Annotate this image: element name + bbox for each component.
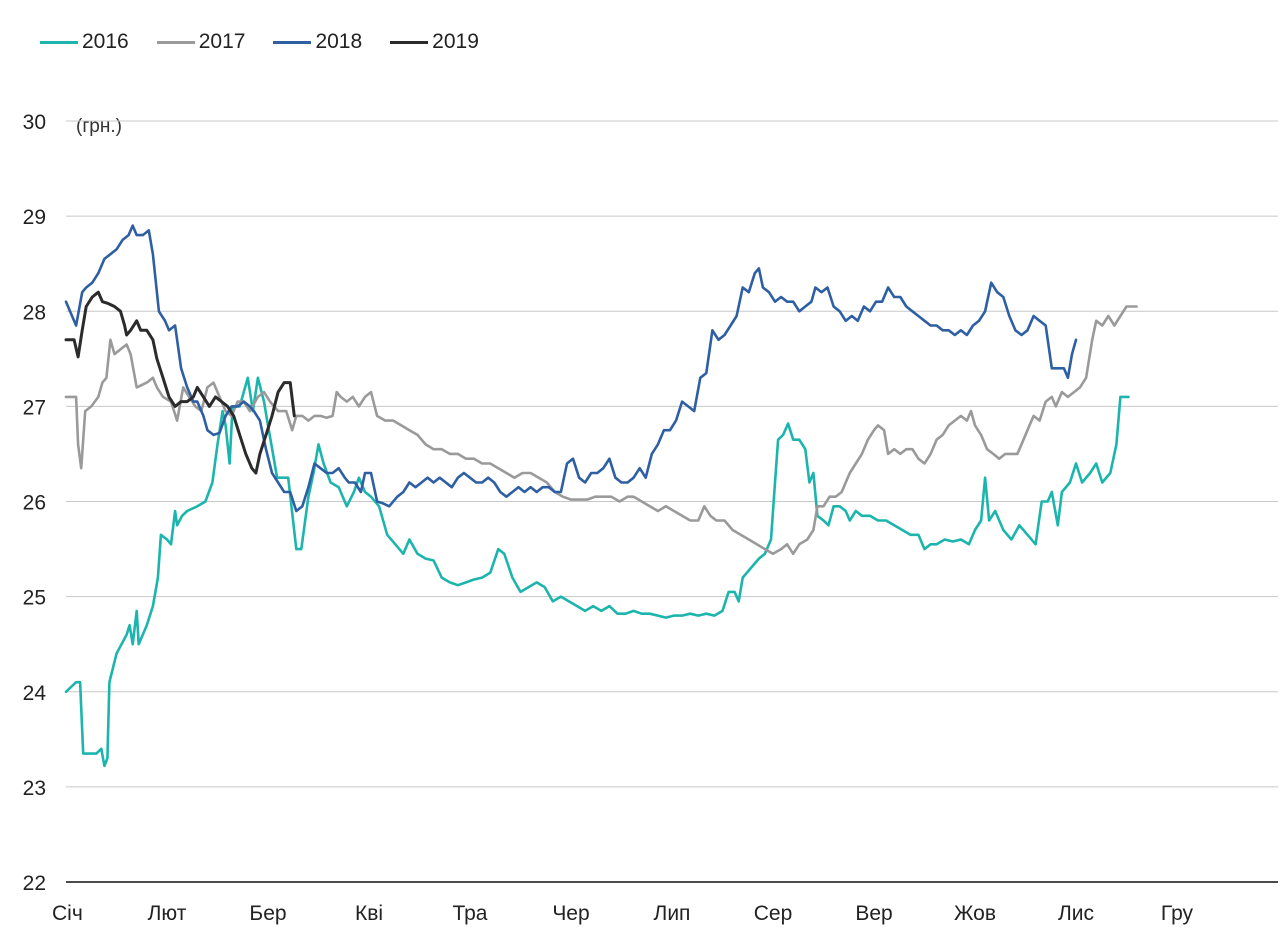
legend-item-2016: 2016: [40, 30, 129, 54]
legend-item-2017: 2017: [156, 30, 246, 54]
x-tick-label-11: Лис: [1058, 902, 1094, 925]
y-tick-label-30: 30: [23, 111, 46, 134]
series-line-2016: [64, 376, 1130, 768]
y-tick-label-28: 28: [23, 301, 46, 324]
legend-item-2019: 2019: [390, 30, 479, 54]
legend: 2016 2017 2018 2019: [40, 30, 479, 54]
x-tick-label-9: Вер: [855, 902, 892, 925]
x-tick-label-6: Чер: [552, 902, 589, 925]
y-tick-label-25: 25: [23, 587, 46, 610]
y-tick-label-23: 23: [23, 777, 46, 800]
y-tick-label-22: 22: [23, 872, 46, 895]
x-tick-label-1: Січ: [52, 902, 83, 925]
series-line-2017: [64, 305, 1138, 556]
legend-label-2017: 2017: [198, 30, 246, 53]
legend-swatch-2018: [273, 40, 312, 44]
legend-swatch-2019: [390, 40, 429, 44]
legend-label-2018: 2018: [315, 30, 363, 53]
x-tick-label-2: Лют: [148, 902, 187, 925]
x-tick-label-4: Кві: [355, 902, 383, 925]
legend-swatch-2016: [40, 40, 78, 44]
y-tick-label-27: 27: [23, 396, 46, 419]
legend-swatch-2017: [156, 40, 195, 44]
series-line-2018: [64, 224, 1078, 513]
x-tick-label-12: Гру: [1161, 902, 1194, 925]
y-tick-label-29: 29: [23, 206, 46, 229]
x-tick-label-7: Лип: [654, 902, 691, 925]
x-tick-label-5: Тра: [452, 902, 487, 925]
x-tick-label-3: Бер: [249, 902, 286, 925]
x-tick-label-10: Жов: [954, 902, 996, 925]
x-tick-label-8: Сер: [754, 902, 793, 925]
y-tick-label-26: 26: [23, 492, 46, 515]
legend-label-2016: 2016: [82, 30, 129, 53]
legend-item-2018: 2018: [273, 30, 362, 54]
series-line-2019: [64, 290, 296, 475]
y-tick-label-24: 24: [23, 682, 47, 705]
legend-label-2019: 2019: [432, 30, 479, 53]
